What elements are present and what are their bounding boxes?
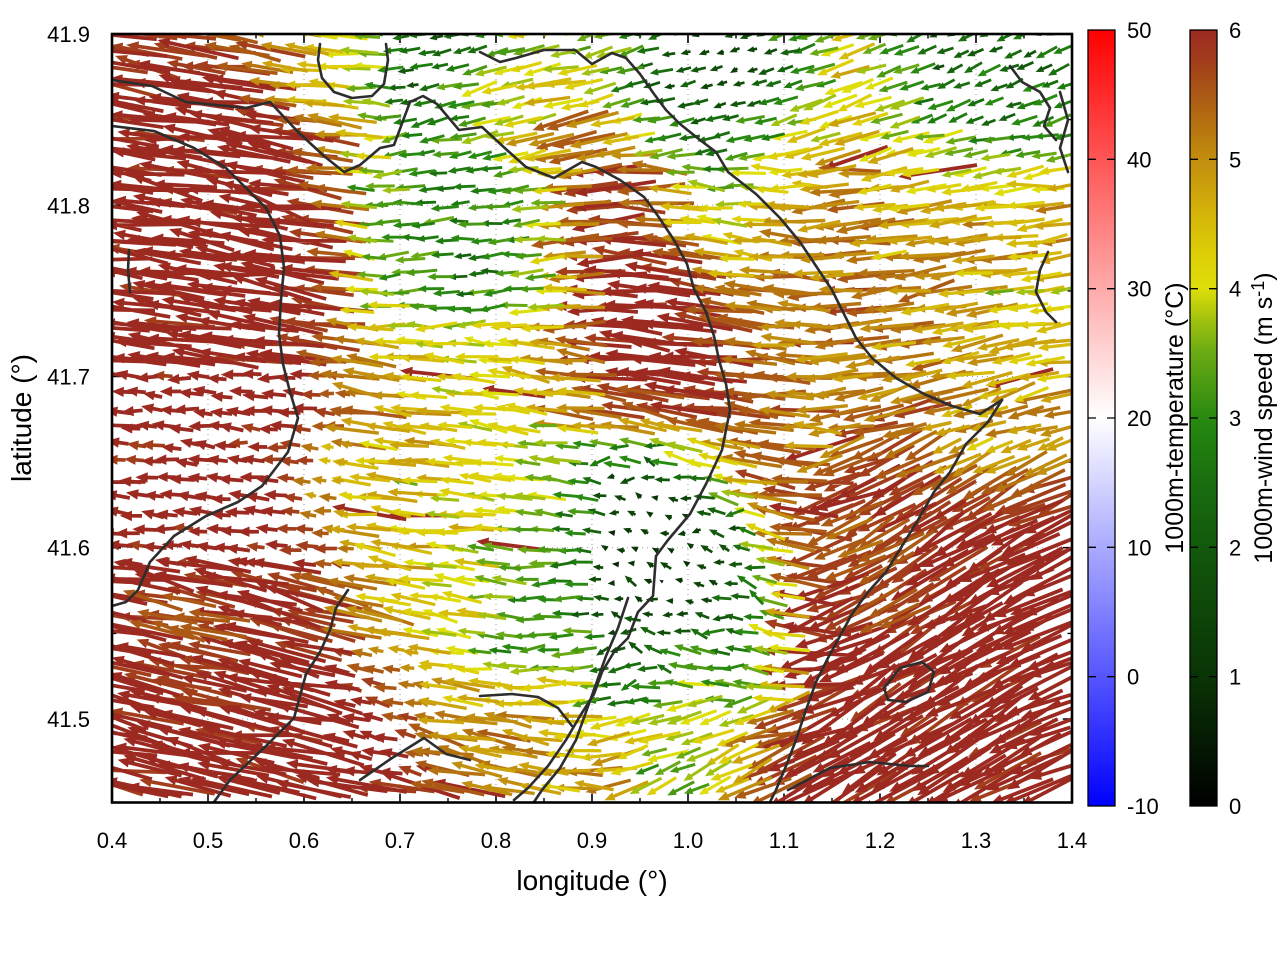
svg-text:41.5: 41.5 xyxy=(47,707,90,732)
svg-text:1.2: 1.2 xyxy=(865,828,896,853)
svg-text:1.3: 1.3 xyxy=(961,828,992,853)
svg-text:0.6: 0.6 xyxy=(289,828,320,853)
svg-text:0: 0 xyxy=(1127,665,1139,690)
svg-text:0.4: 0.4 xyxy=(97,828,128,853)
svg-text:40: 40 xyxy=(1127,147,1151,172)
svg-text:5: 5 xyxy=(1229,147,1241,172)
svg-text:41.8: 41.8 xyxy=(47,193,90,218)
svg-text:0.8: 0.8 xyxy=(481,828,512,853)
svg-text:50: 50 xyxy=(1127,18,1151,43)
svg-text:6: 6 xyxy=(1229,18,1241,43)
svg-text:latitude (°): latitude (°) xyxy=(6,354,37,482)
svg-text:-10: -10 xyxy=(1127,794,1159,819)
svg-text:0.5: 0.5 xyxy=(193,828,224,853)
svg-text:0.9: 0.9 xyxy=(577,828,608,853)
svg-text:0: 0 xyxy=(1229,794,1241,819)
svg-text:41.7: 41.7 xyxy=(47,365,90,390)
svg-text:1000m-temperature (°C): 1000m-temperature (°C) xyxy=(1161,282,1189,553)
svg-text:longitude (°): longitude (°) xyxy=(516,865,667,896)
svg-text:1000m-wind speed (m s-1): 1000m-wind speed (m s-1) xyxy=(1248,272,1278,563)
svg-text:1: 1 xyxy=(1229,665,1241,690)
svg-text:1.1: 1.1 xyxy=(769,828,800,853)
svg-text:2: 2 xyxy=(1229,535,1241,560)
svg-text:0.7: 0.7 xyxy=(385,828,416,853)
svg-text:1.0: 1.0 xyxy=(673,828,704,853)
svg-text:30: 30 xyxy=(1127,277,1151,302)
svg-text:3: 3 xyxy=(1229,406,1241,431)
svg-text:41.9: 41.9 xyxy=(47,22,90,47)
svg-text:1.4: 1.4 xyxy=(1057,828,1088,853)
svg-text:4: 4 xyxy=(1229,277,1241,302)
svg-text:20: 20 xyxy=(1127,406,1151,431)
svg-text:41.6: 41.6 xyxy=(47,536,90,561)
svg-text:10: 10 xyxy=(1127,535,1151,560)
